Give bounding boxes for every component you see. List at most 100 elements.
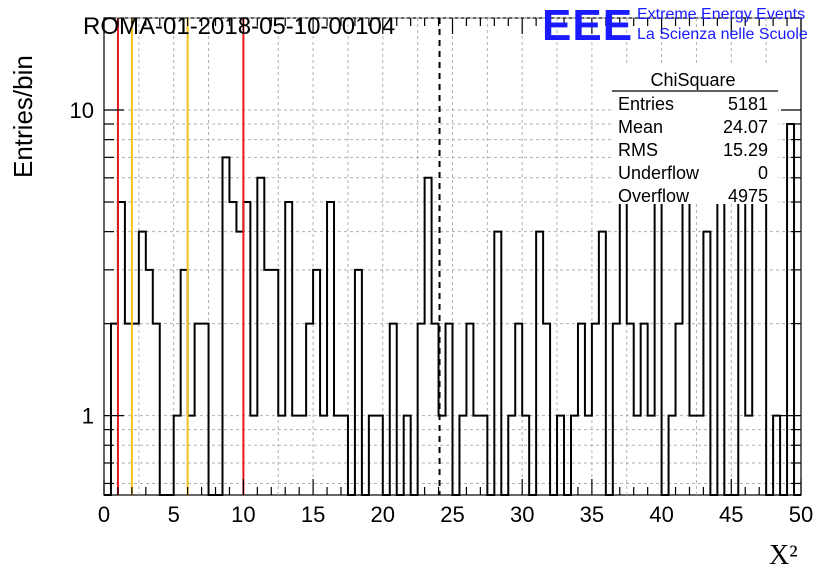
y-axis-label: Entries/bin [8,55,38,178]
histogram-bin [181,270,188,495]
histogram-bin [195,324,202,495]
histogram-bin [299,416,306,495]
x-tick-label: 45 [719,502,743,527]
histogram-bin [787,124,794,495]
histogram-bin [585,416,592,495]
logo-mark: EEE [542,1,633,50]
histogram-bin [578,324,585,495]
reference-lines [116,18,441,495]
stats-label-rms: RMS [618,140,658,160]
x-tick-label: 35 [580,502,604,527]
stats-value-overflow: 4975 [728,186,768,206]
histogram-bin [473,416,480,495]
histogram-bin [174,416,181,495]
histogram-bin [669,416,676,495]
histogram-bin [641,324,648,495]
x-tick-label: 50 [789,502,813,527]
histogram-bin [557,416,564,495]
histogram-bin [236,232,243,495]
x-tick-label: 5 [168,502,180,527]
stats-label-underflow: Underflow [618,163,700,183]
histogram-bin [404,416,411,495]
histogram-series [104,96,801,496]
histogram-bin [599,232,606,495]
stats-value-rms: 15.29 [723,140,768,160]
histogram-bin [271,270,278,495]
histogram-bin [648,416,655,495]
histogram-bin [689,416,696,495]
histogram-bin [139,232,146,495]
x-tick-label: 20 [371,502,395,527]
histogram-bin [508,416,515,495]
histogram-bin [752,178,759,495]
histogram-bin [202,324,209,495]
histogram-bin [292,416,299,495]
histogram-bin [243,202,250,495]
histogram-bin [153,324,160,495]
stats-label-entries: Entries [618,94,674,114]
histogram-bin [313,270,320,495]
histogram-bin [536,232,543,495]
histogram-bin [327,202,334,495]
logo-line-2: La Scienza nelle Scuole [637,26,808,43]
histogram-bin [341,416,348,495]
x-tick-label: 30 [510,502,534,527]
y-tick-label: 1 [82,404,94,429]
histogram-bin [390,324,397,495]
histogram-bin [494,232,501,495]
histogram-bin [571,416,578,495]
histogram-bin [480,416,487,495]
x-tick-label: 10 [231,502,255,527]
histogram-bin [634,416,641,495]
axes: 0 5 10 15 20 25 30 35 40 45 50 1 10 [70,17,813,527]
histogram-bin [773,416,780,495]
x-tick-label: 40 [649,502,673,527]
x-axis-label: X² [769,540,798,571]
histogram-bin [188,416,195,495]
histogram-bin [376,416,383,495]
histogram-bin [515,324,522,495]
histogram-bin [592,324,599,495]
histogram-bin [125,324,132,495]
stats-value-entries: 5181 [728,94,768,114]
histogram-bin [696,416,703,495]
histogram-bin [703,232,710,495]
histogram-bin [146,270,153,495]
histogram-bin [676,324,683,495]
stats-box-title: ChiSquare [650,70,735,90]
histogram-bin [432,324,439,495]
histogram-bin [613,324,620,495]
histogram-bin [285,202,292,495]
stats-box-background [612,66,778,204]
histogram-bin [459,416,466,495]
eee-logo: EEE Extreme Energy Events La Scienza nel… [542,1,808,50]
histogram-bin [717,157,724,495]
histogram-bin [683,178,690,495]
histogram-bin [418,324,425,495]
histogram-bin [446,324,453,495]
y-tick-label: 10 [70,98,94,123]
x-tick-label: 0 [98,502,110,527]
stats-value-underflow: 0 [758,163,768,183]
chart-title: ROMA-01-2018-05-10-00104 [83,13,395,40]
stats-label-mean: Mean [618,117,663,137]
histogram-bin [425,178,432,495]
histogram-bin [250,416,257,495]
histogram-bin [111,324,118,495]
histogram-bin [355,270,362,495]
histogram-bin [543,324,550,495]
histogram-bin [369,416,376,495]
histogram-bin [132,324,139,495]
histogram-bin [118,202,125,495]
stats-label-overflow: Overflow [618,186,690,206]
histogram-bin [257,178,264,495]
histogram-bin [264,270,271,495]
stats-value-mean: 24.07 [723,117,768,137]
x-tick-label: 25 [440,502,464,527]
histogram-bin [306,324,313,495]
histogram-bin [320,416,327,495]
histogram-bin [745,416,752,495]
histogram-bin [627,324,634,495]
histogram-bin [229,202,236,495]
